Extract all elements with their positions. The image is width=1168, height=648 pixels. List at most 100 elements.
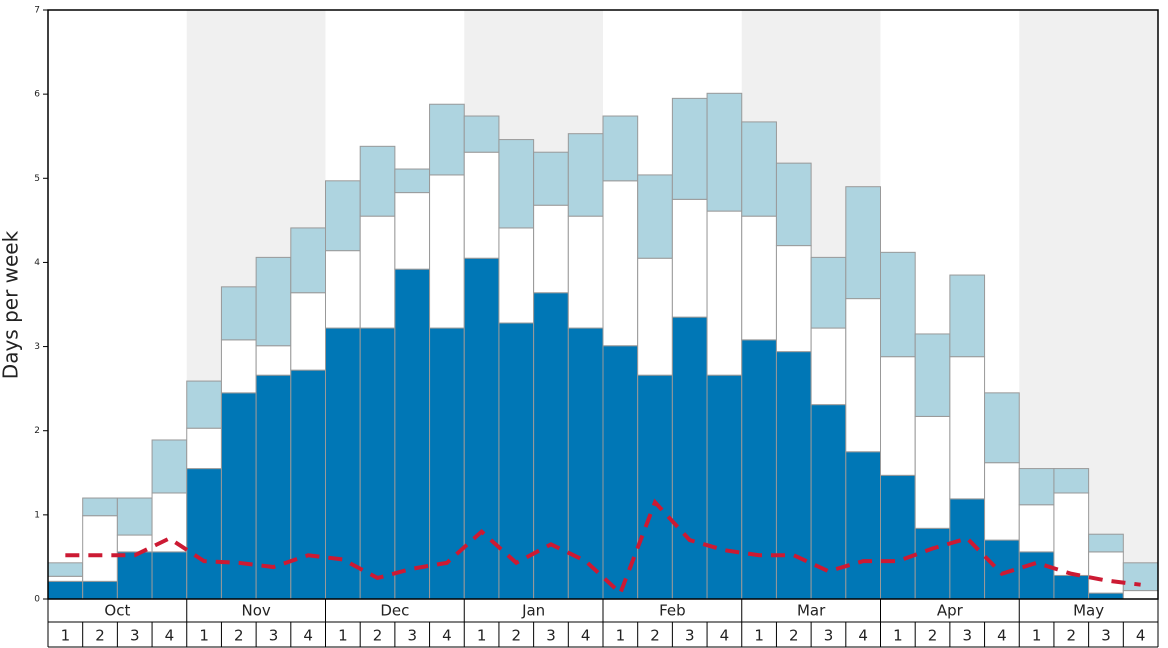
bar-segment: [394, 168, 431, 194]
bar-segment: [880, 356, 916, 476]
bar-segment: [810, 256, 847, 329]
bar-segment: [463, 151, 500, 259]
bar-segment: [82, 515, 118, 582]
bar-segment: [47, 580, 84, 600]
bar-segment: [637, 374, 673, 600]
bar-segment: [914, 527, 951, 600]
bar-segment: [325, 327, 361, 600]
bar-segment: [220, 339, 257, 394]
month-label: Dec: [380, 602, 409, 620]
bar-segment: [567, 133, 604, 217]
bar-segment: [186, 380, 222, 429]
x-tick-label: 1: [61, 627, 71, 645]
x-tick-label: 1: [199, 627, 209, 645]
x-tick-label: 2: [95, 627, 105, 645]
bar-segment: [880, 474, 916, 600]
month-label: Mar: [797, 602, 826, 620]
bar-segment: [706, 92, 743, 212]
bar-segment: [845, 451, 881, 600]
bar-segment: [186, 468, 222, 600]
bar-segment: [741, 215, 777, 341]
bar-segment: [880, 251, 916, 358]
bar-segment: [255, 256, 292, 347]
x-tick-label: 2: [373, 627, 383, 645]
bar-segment: [949, 356, 986, 500]
bar-segment: [151, 551, 188, 600]
bar-segment: [1088, 592, 1124, 600]
bar-segment: [1053, 492, 1090, 576]
month-label: Feb: [659, 602, 686, 620]
bar-segment: [845, 298, 881, 453]
bar-segment: [637, 174, 673, 259]
bar-segment: [706, 210, 743, 376]
bar-segment: [567, 327, 604, 600]
y-tick-label: 1: [34, 510, 40, 520]
x-tick-label: 3: [130, 627, 140, 645]
bar-segment: [984, 462, 1020, 541]
bar-segment: [602, 345, 639, 600]
bar-segment: [429, 103, 465, 176]
month-label: Apr: [937, 602, 964, 620]
bar-segment: [671, 316, 708, 600]
y-tick-label: 6: [34, 90, 40, 100]
bar-segment: [82, 497, 118, 517]
x-tick-label: 1: [1032, 627, 1042, 645]
bar-segment: [671, 198, 708, 318]
bar-segment: [47, 575, 84, 582]
x-tick-label: 4: [720, 627, 730, 645]
x-tick-label: 2: [512, 627, 522, 645]
bar-segment: [637, 257, 673, 376]
x-tick-label: 4: [165, 627, 175, 645]
y-tick-label: 2: [34, 426, 40, 436]
bar-segment: [47, 562, 84, 577]
bar-segment: [116, 551, 153, 600]
bar-segment: [220, 392, 257, 600]
x-tick-label: 4: [581, 627, 591, 645]
bar-segment: [671, 97, 708, 200]
bar-segment: [290, 227, 326, 294]
bar-segment: [429, 174, 465, 329]
month-label: May: [1073, 602, 1104, 620]
x-tick-label: 1: [477, 627, 487, 645]
bar-segment: [325, 250, 361, 329]
bar-segment: [984, 392, 1020, 464]
bar-segment: [1088, 551, 1124, 594]
x-tick-label: 2: [789, 627, 799, 645]
bar-segment: [498, 322, 535, 600]
bar-segment: [1018, 504, 1055, 553]
bar-segment: [775, 351, 812, 600]
x-tick-label: 3: [546, 627, 556, 645]
bar-segment: [567, 215, 604, 329]
x-tick-label: 4: [442, 627, 452, 645]
bar-segment: [706, 374, 743, 600]
bar-segment: [1088, 533, 1124, 553]
bar-segment: [429, 327, 465, 600]
y-tick-label: 3: [34, 342, 40, 352]
bar-segment: [533, 151, 569, 206]
bar-segment: [394, 192, 431, 270]
y-tick-label: 7: [34, 6, 40, 16]
y-axis-label: Days per week: [0, 230, 23, 379]
month-label: Nov: [241, 602, 270, 620]
y-tick-label: 5: [34, 174, 40, 184]
x-tick-label: 4: [303, 627, 313, 645]
bar-segment: [949, 274, 986, 358]
x-tick-label: 4: [1136, 627, 1146, 645]
bar-segment: [359, 145, 396, 217]
bar-segment: [1018, 468, 1055, 506]
bar-segment: [498, 139, 535, 229]
bar-segment: [533, 204, 569, 294]
x-tick-label: 3: [407, 627, 417, 645]
bar-segment: [775, 245, 812, 353]
bar-segment: [914, 415, 951, 529]
bar-segment: [810, 404, 847, 600]
bar-segment: [1018, 551, 1055, 600]
x-tick-label: 4: [858, 627, 868, 645]
bar-segment: [463, 115, 500, 153]
bar-segment: [255, 345, 292, 376]
month-label: Oct: [104, 602, 130, 620]
average-line: [65, 498, 1141, 597]
bar-segment: [359, 327, 396, 600]
bar-segment: [290, 292, 326, 371]
x-tick-label: 2: [928, 627, 938, 645]
